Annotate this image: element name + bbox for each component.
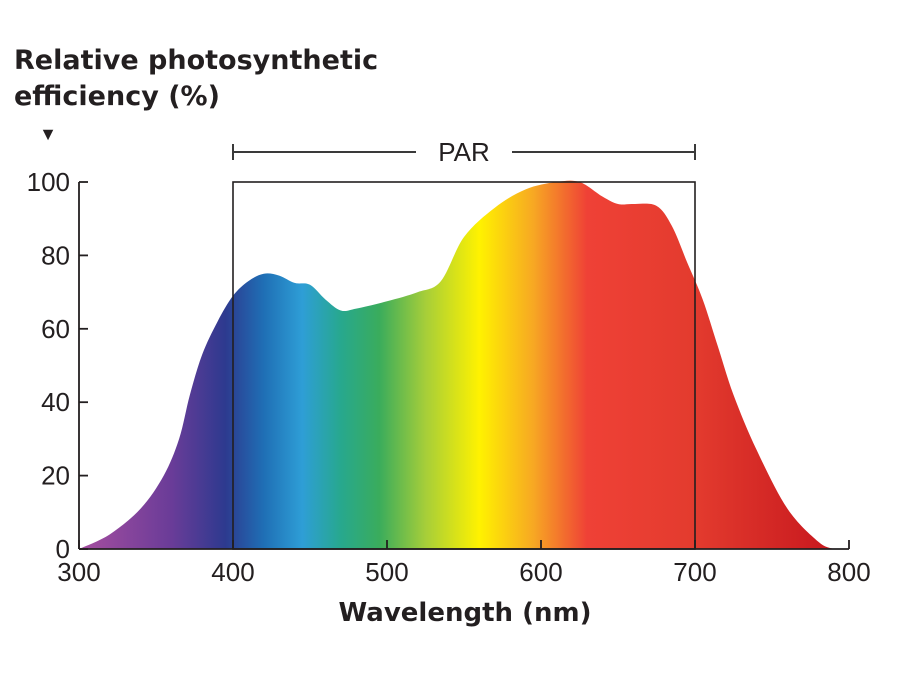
x-tick-label: 400 — [211, 557, 254, 587]
y-axis-label-line-1: Relative photosynthetic — [14, 45, 379, 76]
x-tick-label: 500 — [365, 557, 408, 587]
y-tick-label: 20 — [41, 461, 70, 491]
y-tick-label: 0 — [56, 534, 70, 564]
x-tick-label: 300 — [57, 557, 100, 587]
x-tick-label: 800 — [827, 557, 870, 587]
y-tick-label: 40 — [41, 387, 70, 417]
par-label: PAR — [438, 137, 490, 167]
y-tick-label: 100 — [27, 167, 70, 197]
efficiency-area — [79, 180, 834, 550]
y-tick-label: 60 — [41, 314, 70, 344]
x-axis-label: Wavelength (nm) — [338, 598, 592, 628]
x-tick-label: 600 — [519, 557, 562, 587]
y-axis-label-line-2: efficiency (%) — [14, 81, 220, 112]
y-tick-label: 80 — [41, 240, 70, 270]
x-tick-label: 700 — [673, 557, 716, 587]
y-axis-arrow-marker: ▼ — [39, 124, 57, 144]
